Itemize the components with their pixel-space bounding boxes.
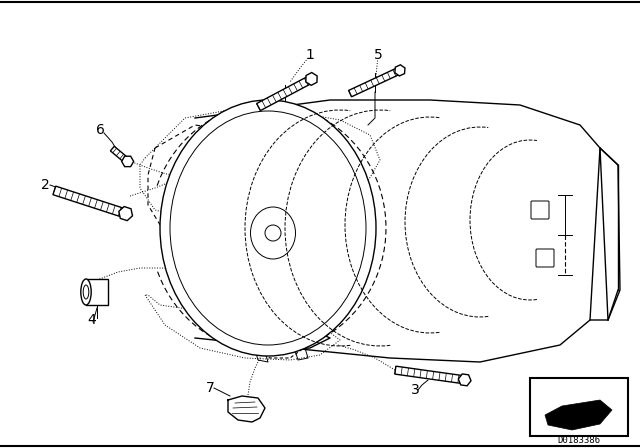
Polygon shape: [111, 146, 129, 164]
FancyBboxPatch shape: [531, 201, 549, 219]
Ellipse shape: [81, 279, 92, 305]
Text: 4: 4: [88, 313, 97, 327]
Polygon shape: [349, 67, 401, 97]
Polygon shape: [86, 279, 108, 305]
Text: 3: 3: [411, 383, 419, 397]
Text: 2: 2: [40, 178, 49, 192]
Polygon shape: [306, 73, 317, 85]
Polygon shape: [545, 400, 612, 430]
Text: 5: 5: [374, 48, 382, 62]
Text: 7: 7: [205, 381, 214, 395]
Ellipse shape: [83, 285, 89, 299]
Polygon shape: [257, 75, 314, 111]
Polygon shape: [53, 186, 127, 218]
Polygon shape: [590, 148, 620, 320]
Polygon shape: [395, 65, 405, 76]
Text: D0183386: D0183386: [557, 435, 600, 444]
FancyBboxPatch shape: [536, 249, 554, 267]
FancyBboxPatch shape: [530, 378, 628, 436]
Ellipse shape: [160, 100, 376, 356]
Polygon shape: [122, 156, 134, 167]
Text: 6: 6: [95, 123, 104, 137]
Polygon shape: [395, 366, 465, 384]
Polygon shape: [119, 207, 132, 220]
Text: 1: 1: [305, 48, 314, 62]
Polygon shape: [458, 374, 471, 386]
